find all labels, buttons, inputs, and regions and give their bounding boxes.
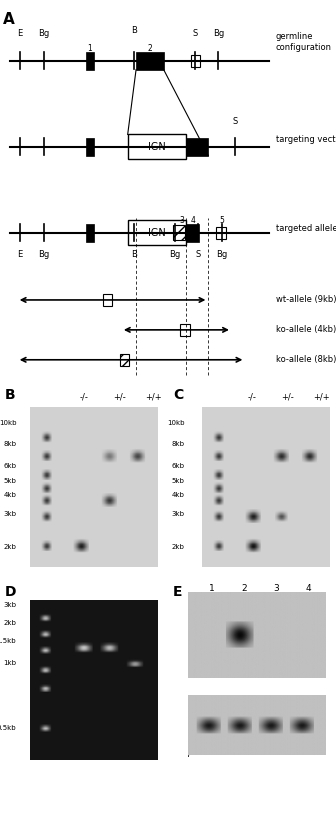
Text: 2kb: 2kb <box>3 544 16 550</box>
Bar <box>173 225 185 240</box>
Text: 6kb: 6kb <box>171 463 184 469</box>
Bar <box>136 52 164 70</box>
Text: 1: 1 <box>209 584 215 593</box>
Text: E: E <box>17 30 23 39</box>
Text: B: B <box>131 25 137 35</box>
Bar <box>86 137 94 155</box>
Text: 1.5kb: 1.5kb <box>0 639 16 644</box>
Bar <box>86 52 94 70</box>
Text: germline
configuration: germline configuration <box>276 32 332 52</box>
Text: E: E <box>17 250 23 259</box>
Text: -/-: -/- <box>248 392 256 401</box>
Text: 1: 1 <box>87 44 92 53</box>
Text: 3kb: 3kb <box>3 511 16 517</box>
Text: 3kb: 3kb <box>3 603 16 608</box>
Bar <box>103 294 112 306</box>
Text: S: S <box>196 250 201 259</box>
Text: 2kb: 2kb <box>3 621 16 626</box>
Text: +/-: +/- <box>281 392 294 401</box>
Text: 2kb: 2kb <box>171 544 184 550</box>
Text: IGN: IGN <box>148 228 166 238</box>
Text: S: S <box>192 30 198 39</box>
Text: 3: 3 <box>273 584 279 593</box>
Text: wt-allele (9kb): wt-allele (9kb) <box>276 295 336 304</box>
Text: 5: 5 <box>219 216 224 225</box>
Text: 5kb: 5kb <box>3 478 16 483</box>
Text: Bg: Bg <box>216 250 227 259</box>
Text: 8kb: 8kb <box>3 441 16 446</box>
Text: 3kb: 3kb <box>171 511 184 517</box>
Text: targeting vector: targeting vector <box>276 135 336 144</box>
Bar <box>128 220 186 245</box>
Text: 4kb: 4kb <box>171 492 184 498</box>
Text: IGN: IGN <box>148 141 166 151</box>
Text: Bg: Bg <box>213 30 224 39</box>
Text: targeted allele: targeted allele <box>276 224 336 233</box>
Text: $\beta$-actin: $\beta$-actin <box>187 746 220 760</box>
Text: 8kb: 8kb <box>171 441 184 446</box>
Text: A: A <box>3 12 15 27</box>
Text: 3: 3 <box>179 216 184 225</box>
Text: -/-: -/- <box>80 392 88 401</box>
Text: 10kb: 10kb <box>0 420 16 427</box>
Text: +/+: +/+ <box>145 392 162 401</box>
Text: 5kb: 5kb <box>171 478 184 483</box>
Bar <box>180 324 190 336</box>
Bar <box>186 224 199 242</box>
Text: 2: 2 <box>241 584 247 593</box>
Text: +/+: +/+ <box>313 392 330 401</box>
Bar <box>128 135 186 159</box>
Text: 4: 4 <box>191 216 195 225</box>
Text: +/-: +/- <box>113 392 126 401</box>
Text: E: E <box>173 585 182 599</box>
Text: B: B <box>5 388 15 402</box>
Text: B: B <box>131 250 137 259</box>
Text: C: C <box>173 388 183 402</box>
Text: 2: 2 <box>148 44 152 53</box>
Bar <box>191 54 200 67</box>
Text: 6kb: 6kb <box>3 463 16 469</box>
Bar <box>186 137 208 155</box>
Bar <box>120 353 129 366</box>
Text: S: S <box>233 118 238 126</box>
Text: ko-allele (4kb): ko-allele (4kb) <box>276 326 336 335</box>
Text: ko-allele (8kb): ko-allele (8kb) <box>276 355 336 364</box>
Text: 4kb: 4kb <box>3 492 16 498</box>
Bar <box>86 224 94 242</box>
Text: 10kb: 10kb <box>167 420 184 427</box>
Text: 4: 4 <box>306 584 311 593</box>
Text: D: D <box>5 585 16 599</box>
Text: Bg: Bg <box>169 250 180 259</box>
Text: Bg: Bg <box>38 250 49 259</box>
Text: 1kb: 1kb <box>3 660 16 666</box>
Text: Bg: Bg <box>38 30 49 39</box>
Text: 0.5kb: 0.5kb <box>0 725 16 732</box>
Bar <box>216 227 226 238</box>
